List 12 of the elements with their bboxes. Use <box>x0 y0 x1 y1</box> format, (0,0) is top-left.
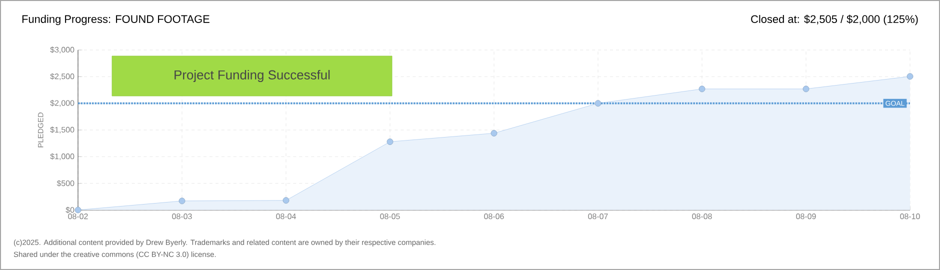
point <box>802 86 810 92</box>
point <box>282 197 290 204</box>
point <box>906 73 914 80</box>
chart-subtitle: Closed at: $2,505 / $2,000 (125%) <box>751 14 918 26</box>
chart-title: Funding Progress: FOUND FOOTAGE <box>22 14 210 26</box>
point <box>178 198 186 204</box>
point <box>386 138 394 145</box>
point <box>490 130 498 136</box>
point <box>74 206 82 214</box>
point <box>594 100 602 107</box>
point <box>698 86 706 92</box>
annotation: Project Funding Successful <box>174 70 330 82</box>
